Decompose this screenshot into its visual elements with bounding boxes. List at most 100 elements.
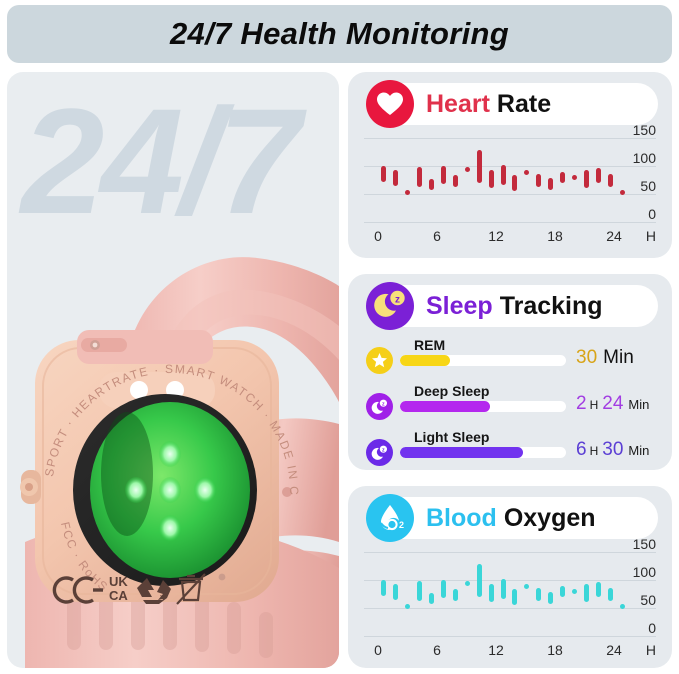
sleep-value-rem-unit: Min — [603, 347, 634, 368]
card-sleep-tracking[interactable]: z Sleep Tracking REM 30 Min — [348, 274, 672, 470]
sleep-value-rem-number: 30 — [576, 347, 598, 368]
y-axis-label: 100 — [632, 564, 656, 580]
sleep-label-deep: Deep Sleep — [414, 383, 490, 399]
cert-weee-bin-icon — [176, 573, 206, 605]
chart-bar — [452, 174, 458, 188]
sleep-fill-light — [400, 447, 523, 458]
svg-text:z: z — [382, 401, 385, 407]
x-axis-label: 0 — [374, 228, 382, 244]
heart-rate-x-axis: 0 6 12 18 24 H — [364, 228, 656, 250]
chart-bar — [619, 190, 625, 196]
heart-rate-titlebar — [366, 83, 658, 125]
grid-line — [364, 222, 656, 223]
smart-watch-back-illustration: SPORT · HEARTRATE · SMART WATCH · MADE I… — [7, 72, 339, 668]
chart-bar — [595, 168, 601, 183]
blood-oxygen-title-accent: Blood — [426, 503, 497, 532]
chart-bar — [393, 584, 399, 601]
chart-bar — [381, 580, 387, 596]
chart-bar — [440, 580, 446, 598]
x-axis-label: 12 — [488, 228, 504, 244]
sensor-leds — [125, 441, 216, 541]
grid-line — [364, 608, 656, 609]
y-axis-label: 0 — [648, 620, 656, 636]
sleep-row-light[interactable]: z Light Sleep 6 H 30 Min — [366, 429, 658, 472]
chart-bar — [512, 174, 518, 191]
sleep-value-light-minutes: 30 — [602, 439, 624, 460]
chart-bars — [378, 138, 628, 222]
metrics-column: Heart Rate 150 100 50 0 0 6 12 18 24 H z Sleep T… — [348, 72, 672, 668]
sleep-value-light-minutes-unit: Min — [628, 443, 650, 458]
x-axis-label: 18 — [547, 642, 563, 658]
sleep-value-light-hours-unit: H — [589, 444, 599, 458]
sleep-row-rem[interactable]: REM 30 Min — [366, 337, 658, 380]
sleep-value-deep-hours: 2 — [576, 393, 587, 414]
chart-bar — [464, 167, 470, 173]
page-title: 24/7 Health Monitoring — [169, 16, 510, 51]
cert-ca: CA — [109, 588, 128, 603]
cert-uk: UK — [109, 574, 128, 589]
grid-line — [364, 138, 656, 139]
chart-bar — [560, 585, 566, 597]
blood-oxygen-chart: 150 100 50 0 — [364, 537, 656, 637]
chart-bar — [464, 581, 470, 587]
grid-line — [364, 194, 656, 195]
chart-bar — [524, 584, 530, 590]
chart-bar — [536, 173, 542, 188]
svg-text:z: z — [382, 447, 385, 453]
header-banner: 24/7 Health Monitoring — [7, 5, 672, 63]
microphone-hole — [218, 573, 226, 581]
chart-bar — [571, 174, 577, 180]
moon-z-glyph: z — [374, 290, 405, 317]
heart-rate-title-rest: Rate — [496, 89, 552, 118]
grid-line — [364, 166, 656, 167]
heart-rate-title: Heart Rate — [426, 83, 551, 125]
cert-recycle-icon — [137, 578, 171, 604]
chart-bar — [571, 588, 577, 594]
water-drop-o2-glyph: 2 — [380, 505, 404, 532]
sleep-title-rest: Tracking — [499, 291, 603, 320]
sleep-value-light: 6 H 30 Min — [576, 439, 649, 461]
chart-bar — [583, 584, 589, 603]
chart-bar — [476, 150, 482, 183]
sleep-track-rem[interactable] — [400, 355, 566, 366]
chart-bar — [548, 592, 554, 604]
heart-rate-chart: 150 100 50 0 — [364, 123, 656, 223]
heart-icon — [366, 80, 414, 128]
heart-rate-title-accent: Heart — [426, 89, 490, 118]
blood-oxygen-titlebar — [366, 497, 658, 539]
star-icon — [366, 347, 393, 374]
svg-text:2: 2 — [399, 520, 404, 530]
card-heart-rate[interactable]: Heart Rate 150 100 50 0 0 6 12 18 24 H — [348, 72, 672, 258]
moon-z-glyph-light: z — [371, 445, 387, 460]
x-axis-label: 24 — [606, 642, 622, 658]
x-axis-label: H — [645, 642, 656, 658]
cert-marks — [52, 576, 103, 604]
chart-bar — [417, 581, 423, 602]
chart-bar — [500, 164, 506, 186]
x-axis-label: 6 — [433, 228, 441, 244]
x-axis-label: 6 — [433, 642, 441, 658]
chart-bar — [607, 173, 613, 188]
y-axis-label: 100 — [632, 150, 656, 166]
sleep-value-rem: 30 Min — [576, 347, 634, 369]
chart-bar — [429, 179, 435, 190]
y-axis-label: 150 — [632, 536, 656, 552]
chart-bars — [378, 552, 628, 636]
card-blood-oxygen[interactable]: 2 Blood Oxygen 150 100 50 0 0 6 12 18 24 H — [348, 486, 672, 668]
sleep-title: Sleep Tracking — [426, 285, 603, 327]
grid-line — [364, 580, 656, 581]
sleep-row-deep[interactable]: z Deep Sleep 2 H 24 Min — [366, 383, 658, 426]
y-axis-label: 0 — [648, 206, 656, 222]
sleep-track-deep[interactable] — [400, 401, 566, 412]
chart-bar — [488, 584, 494, 603]
sleep-value-deep-hours-unit: H — [589, 398, 599, 412]
x-axis-label: 24 — [606, 228, 622, 244]
sleep-title-accent: Sleep — [426, 291, 493, 320]
chart-bar — [607, 587, 613, 602]
chart-bar — [524, 170, 530, 176]
x-axis-label: 0 — [374, 642, 382, 658]
chart-bar — [405, 604, 411, 610]
water-drop-o2-icon: 2 — [366, 494, 414, 542]
sleep-track-light[interactable] — [400, 447, 566, 458]
chart-bar — [381, 166, 387, 182]
